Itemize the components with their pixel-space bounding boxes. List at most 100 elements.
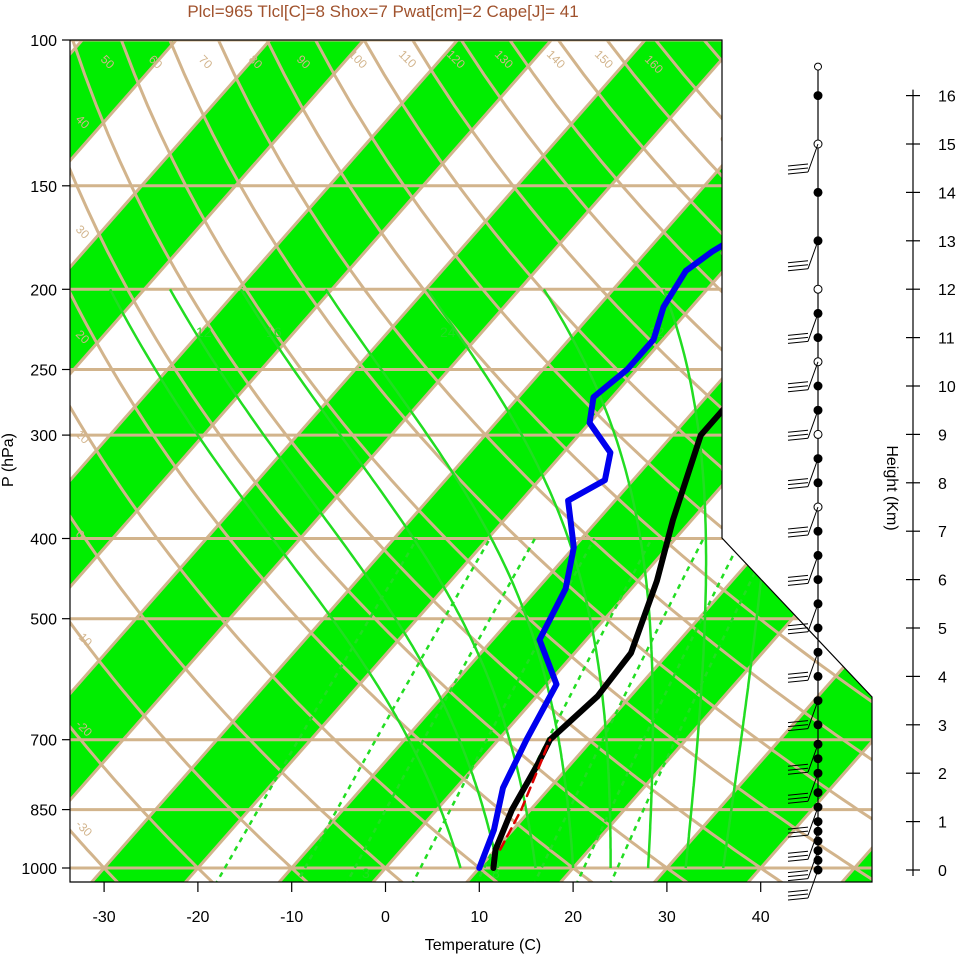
height-tick-label: 3: [938, 718, 947, 735]
height-tick-label: 14: [938, 185, 956, 202]
wind-barb: [787, 869, 819, 901]
wind-barb-feather: [787, 433, 809, 437]
height-tick-label: 16: [938, 89, 956, 106]
wind-station-dot: [813, 671, 823, 681]
mixing-ratio-label: 3: [362, 865, 370, 881]
wind-barb-feather: [787, 826, 809, 830]
wind-barb-shaft: [807, 555, 819, 584]
dry-adiabat: [248, 40, 872, 882]
wind-barb-feather: [787, 897, 809, 901]
x-tick-label: -20: [186, 909, 209, 926]
temperature-profile: [490, 54, 872, 871]
height-tick-label: 13: [938, 234, 956, 251]
wind-barb-shaft: [807, 143, 819, 173]
wind-barb: [787, 458, 819, 490]
wind-barb-feather: [787, 858, 809, 862]
chart-title: Plcl=965 Tlcl[C]=8 Shox=7 Pwat[cm]=2 Cap…: [187, 2, 578, 21]
wind-barb: [787, 506, 819, 538]
height-tick-label: 1: [938, 815, 947, 832]
wind-barb-shaft: [807, 831, 819, 860]
pressure-axis: 100 150 200 250 300 400 500 700 850 1000: [21, 33, 70, 878]
wind-barb-feather: [787, 792, 809, 796]
moist-adiabat-label: 12: [196, 324, 212, 340]
x-tick-label: 0: [381, 909, 390, 926]
isotherm-line: [650, 40, 872, 882]
wind-barb: [787, 700, 819, 732]
wind-barb-feather: [787, 834, 809, 838]
wind-station-dot: [813, 381, 823, 391]
x-tick-label: 30: [658, 909, 676, 926]
height-tick-label: 10: [938, 379, 956, 396]
wind-barb-shaft: [807, 506, 819, 536]
wind-station-dot: [813, 788, 823, 798]
height-tick-label: 4: [938, 669, 947, 686]
wind-barb: [787, 240, 819, 272]
isotherm-band: [70, 40, 398, 882]
sounding-profiles: [476, 54, 872, 871]
isotherm-band: [276, 40, 872, 882]
wind-barb-shaft: [807, 240, 819, 269]
wind-barb-feather: [787, 264, 809, 268]
wind-barb-feather: [787, 582, 809, 586]
wind-barb-feather: [787, 478, 809, 482]
wind-station-dot: [813, 720, 823, 730]
wind-barb-shaft: [807, 603, 819, 632]
wind-barb-shaft: [807, 458, 819, 487]
x-tick-label: -10: [280, 909, 303, 926]
isotherm-line: [70, 40, 211, 882]
y-tick-label: 100: [30, 33, 57, 50]
wind-barb-feather: [787, 878, 809, 882]
dry-adiabat: [70, 40, 503, 882]
wind-barb-feather: [787, 171, 809, 175]
wind-barb-feather: [787, 623, 809, 627]
wind-barb: [787, 652, 819, 683]
wind-station-dot: [813, 91, 823, 101]
wind-barb-feather: [787, 671, 809, 675]
wind-barb-feather: [787, 796, 809, 800]
wind-station-dot: [813, 284, 823, 294]
isotherm-line: [70, 40, 493, 882]
dry-adiabat: [389, 40, 872, 882]
wind-barb: [787, 806, 819, 838]
mixing-ratio-line: [532, 537, 705, 882]
wind-barb-feather: [787, 530, 809, 534]
wind-barb-feather: [787, 574, 809, 578]
dewpoint-profile: [476, 71, 872, 871]
wind-barb-feather: [787, 526, 809, 530]
wind-barb-feather: [787, 336, 809, 340]
y-tick-label: 400: [30, 532, 57, 549]
isotherm-line: [70, 40, 586, 882]
isotherm-label: -10: [741, 532, 772, 563]
wind-barb-shaft: [807, 361, 819, 390]
dry-adiabat: [200, 40, 872, 882]
wind-barb-feather: [787, 889, 809, 893]
wind-barb-column: [787, 62, 823, 901]
height-tick-label: 6: [938, 573, 947, 590]
x-tick-label: -30: [93, 909, 116, 926]
wind-barb-feather: [787, 854, 809, 858]
wind-barb-feather: [787, 385, 809, 389]
wind-barb-shaft: [807, 850, 819, 879]
moist-adiabat-lines: [108, 288, 775, 869]
y-tick-label: 500: [30, 612, 57, 629]
wind-barb-feather: [787, 167, 809, 171]
wind-barb-feather: [787, 486, 809, 490]
y-tick-label: 1000: [21, 861, 57, 878]
dry-adiabat: [70, 40, 312, 882]
wind-barb-feather: [787, 482, 809, 486]
height-tick-label: 12: [938, 282, 956, 299]
mixing-ratio-line: [574, 537, 743, 882]
y-axis-label: P (hPa): [0, 433, 17, 487]
mixing-ratio-line: [213, 537, 419, 882]
moist-adiabat-label: 16: [266, 324, 282, 340]
wind-barb-feather: [787, 874, 809, 878]
wind-barb-shaft: [807, 700, 819, 729]
y-tick-label: 700: [30, 733, 57, 750]
wind-barb-feather: [787, 675, 809, 679]
moist-adiabat: [168, 288, 500, 869]
dry-adiabat: [295, 40, 872, 882]
wind-barb: [787, 850, 819, 882]
dry-adiabat: [106, 40, 872, 882]
moist-adiabat: [239, 288, 537, 869]
